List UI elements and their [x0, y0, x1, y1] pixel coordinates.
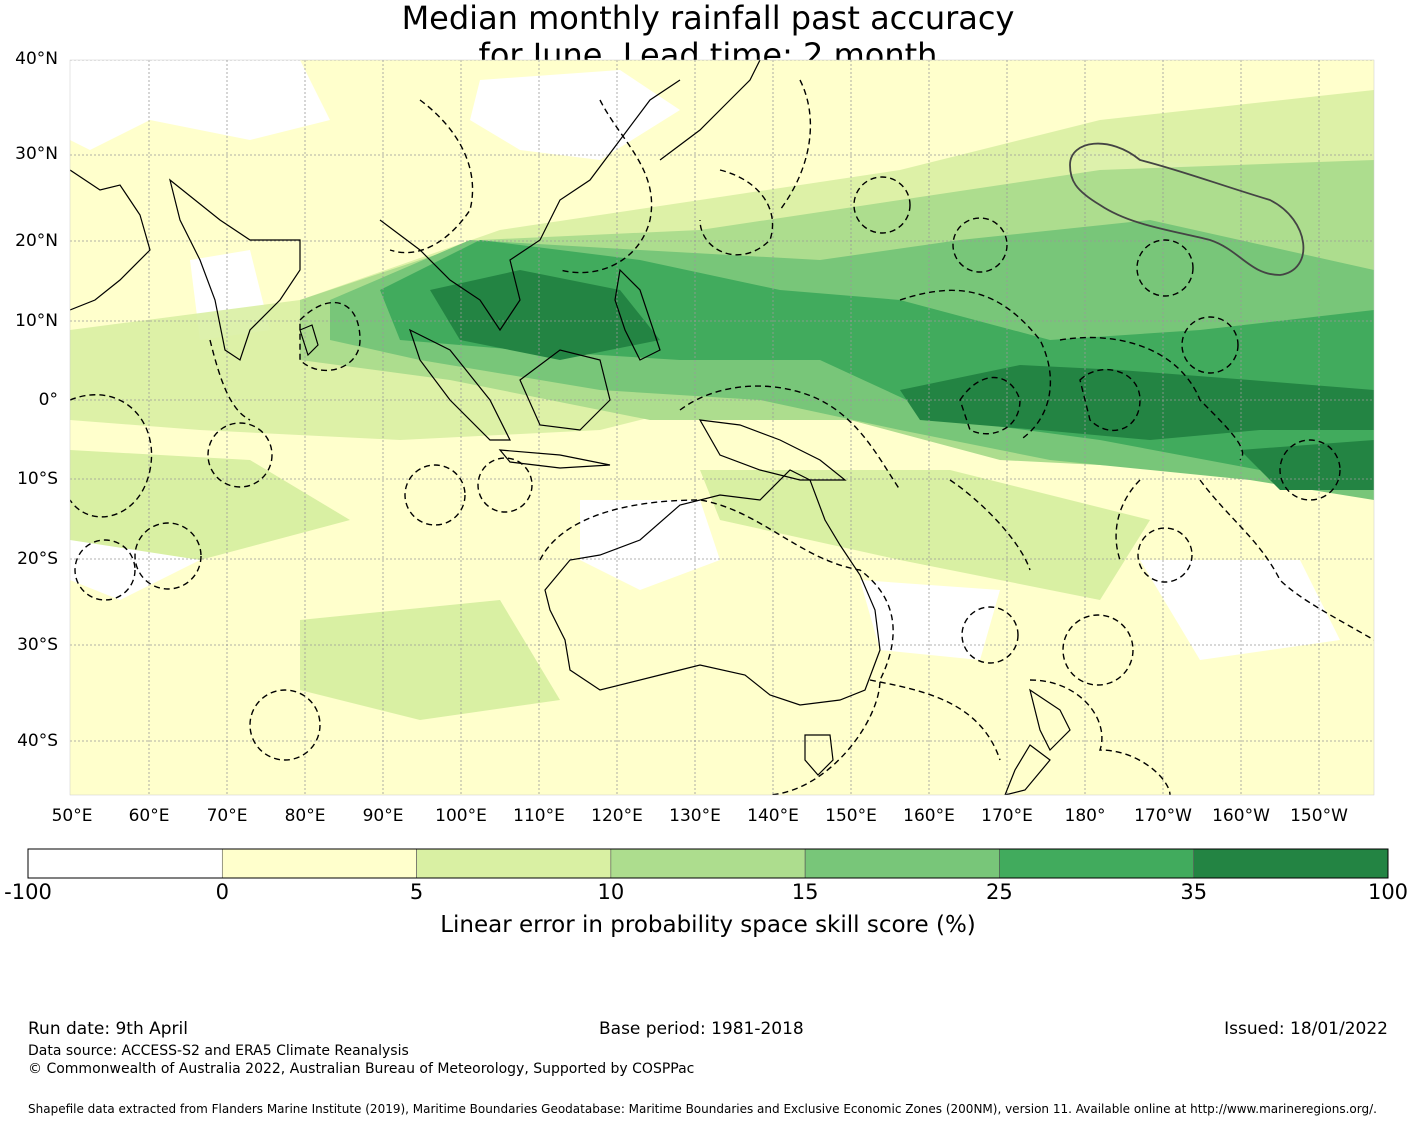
- lat-label: 20°S: [17, 549, 58, 569]
- base-period: Base period: 1981-2018: [599, 1019, 804, 1039]
- lon-label: 50°E: [51, 806, 93, 826]
- colorbar-bin: [804, 848, 1000, 879]
- lon-label: 110°E: [513, 806, 565, 826]
- colorbar-label: Linear error in probability space skill …: [440, 912, 976, 938]
- lon-label: 160°E: [903, 806, 955, 826]
- lon-label: 70°E: [206, 806, 248, 826]
- lon-label: 100°E: [435, 806, 487, 826]
- tasmania-coastline: [804, 734, 834, 776]
- shapefile-credit: Shapefile data extracted from Flanders M…: [28, 1102, 1377, 1116]
- run-date: Run date: 9th April: [28, 1019, 188, 1039]
- colorbar-tick: 15: [791, 880, 819, 904]
- colorbar-bin: [221, 848, 417, 879]
- lon-label: 170°E: [981, 806, 1033, 826]
- lon-label: 180°: [1064, 806, 1106, 826]
- new-guinea-coastline: [698, 419, 847, 481]
- colorbar-bin: [416, 848, 612, 879]
- colorbar-tick: 5: [409, 880, 424, 904]
- lat-label: 0°: [38, 390, 58, 410]
- borneo-coastline: [519, 349, 611, 431]
- hawaii-eez-boundary: [1069, 142, 1305, 276]
- lat-label: 10°S: [17, 469, 58, 489]
- colorbar: [27, 848, 1389, 879]
- lon-label: 150°E: [825, 806, 877, 826]
- colorbar-tick: 0: [215, 880, 229, 904]
- colorbar-bin: [999, 848, 1195, 879]
- skill-shading: [70, 60, 1374, 720]
- lon-label: 170°W: [1134, 806, 1192, 826]
- issued-date: Issued: 18/01/2022: [1224, 1019, 1388, 1039]
- colorbar-tick: -100: [4, 880, 52, 904]
- arabia-coastline: [70, 169, 151, 311]
- map-title: Median monthly rainfall past accuracy fo…: [0, 0, 1416, 74]
- coastlines: [70, 60, 1071, 795]
- lon-label: 140°E: [747, 806, 799, 826]
- title-line-1: Median monthly rainfall past accuracy: [401, 0, 1015, 37]
- lat-label: 20°N: [15, 231, 58, 251]
- lat-label: 40°S: [17, 731, 58, 751]
- lon-label: 60°E: [128, 806, 170, 826]
- colorbar-bin: [610, 848, 806, 879]
- lon-label: 90°E: [362, 806, 404, 826]
- colorbar-tick: 100: [1367, 880, 1409, 904]
- lon-label: 120°E: [591, 806, 643, 826]
- graticule: [70, 60, 1374, 795]
- skill-score-map: [69, 59, 1375, 796]
- data-source: Data source: ACCESS-S2 and ERA5 Climate …: [28, 1043, 409, 1059]
- lon-label: 80°E: [284, 806, 326, 826]
- lat-label: 40°N: [15, 49, 58, 69]
- colorbar-bin: [27, 848, 223, 879]
- philippines-coastline: [614, 268, 661, 361]
- colorbar-frame: [27, 848, 1389, 879]
- australia-coastline: [544, 469, 881, 706]
- lon-label: 160°W: [1212, 806, 1270, 826]
- lat-label: 30°S: [17, 635, 58, 655]
- colorbar-bins: [27, 848, 1389, 879]
- lat-label: 10°N: [15, 311, 58, 331]
- copyright: © Commonwealth of Australia 2022, Austra…: [28, 1061, 695, 1077]
- sri-lanka-coastline: [299, 324, 319, 357]
- lon-label: 150°W: [1290, 806, 1348, 826]
- indochina-coastline: [379, 79, 681, 332]
- map-frame: [69, 59, 1375, 796]
- map-area: [70, 60, 1374, 795]
- lon-label: 130°E: [669, 806, 721, 826]
- lat-label: 30°N: [15, 144, 58, 164]
- colorbar-tick: 35: [1180, 880, 1208, 904]
- japan-coastline: [659, 60, 761, 161]
- java-coastline: [498, 449, 611, 469]
- eez-boundaries: [70, 79, 1374, 795]
- india-coastline: [168, 178, 301, 361]
- sumatra-coastline: [408, 328, 511, 441]
- new-zealand-south-coastline: [1004, 744, 1051, 795]
- colorbar-tick: 10: [597, 880, 625, 904]
- new-zealand-north-coastline: [1029, 688, 1071, 752]
- colorbar-tick: 25: [986, 880, 1013, 904]
- colorbar-bin: [1193, 848, 1389, 879]
